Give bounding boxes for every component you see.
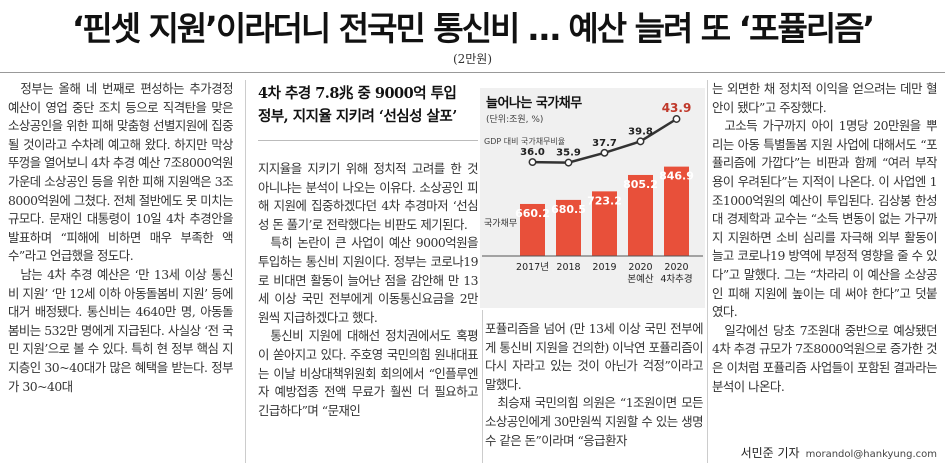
paragraph: 정부는 올해 네 번째로 편성하는 추가경정예산이 영업 중단 조치 등으로 직… — [8, 81, 233, 264]
ratio-value-label: 39.8 — [628, 126, 653, 137]
paragraph: 일각에선 당초 7조원대 중반으로 예상됐던 4차 추경 규모가 7조8000억… — [712, 322, 937, 394]
column-divider — [245, 80, 246, 463]
header-divider — [0, 72, 945, 73]
ratio-point — [528, 158, 537, 167]
sidebar-headline-line: 정부, 지지율 지키려 ‘선심성 살포’ — [258, 108, 457, 125]
x-tick-sublabel: 4차추경 — [660, 273, 692, 285]
paragraph: 남는 4차 추경 예산은 ‘만 13세 이상 통신비 지원’ ‘만 12세 이하… — [8, 266, 233, 394]
ratio-value-label: 36.0 — [520, 147, 545, 158]
article-column-2: 지지율을 지키기 위해 정치적 고려를 한 것 아니냐는 분석이 나오는 이유다… — [258, 160, 478, 463]
ratio-point — [672, 115, 681, 123]
paragraph: 최승재 국민의힘 의원은 “1조원이면 모든 소상공인에게 30만원씩 지원할 … — [485, 395, 703, 448]
chart-title: 늘어나는 국가채무 — [486, 96, 582, 111]
reporter-name: 서민준 기자 — [740, 446, 800, 460]
bar-value-label: 660.2 — [515, 207, 550, 220]
debt-chart: 늘어나는 국가채무 (단위:조원, %) 660.2 680.5 723.2 805.… — [480, 88, 705, 308]
bar-value-label: 805.2 — [623, 178, 658, 191]
chart-unit: (단위:조원, %) — [486, 115, 544, 125]
sidebar-divider — [258, 140, 478, 141]
paragraph: 통신비 지원에 대해선 정치권에서도 혹평이 쏟아지고 있다. 주호영 국민의힘… — [258, 328, 478, 418]
paragraph: 는 외면한 채 정치적 이익을 얻으려는 데만 혈안이 됐다”고 주장했다. — [712, 81, 937, 115]
paragraph: 포퓰리즘을 넘어 (만 13세 이상 국민 전부에게 통신비 지원을 건의한) … — [485, 321, 703, 392]
bar-value-label: 723.2 — [587, 194, 622, 207]
ratio-point — [636, 137, 645, 146]
column-divider — [707, 80, 708, 463]
series-label: GDP 대비 국가채무비율 — [484, 136, 565, 146]
bar — [520, 203, 545, 256]
article-column-3: 포퓰리즘을 넘어 (만 13세 이상 국민 전부에게 통신비 지원을 건의한) … — [485, 320, 703, 463]
paragraph: 고소득 가구까지 아이 1명당 20만원을 뿌리는 아동 특별돌봄 지원 사업에… — [712, 118, 937, 320]
x-tick-sublabel: 본예산 — [627, 274, 653, 285]
x-tick-label: 2019 — [592, 262, 616, 273]
sidebar-headline-line: 4차 추경 7.8兆 중 9000억 투입 — [258, 85, 457, 102]
bar — [556, 199, 581, 256]
bar — [628, 174, 653, 256]
x-tick-label: 2020 — [628, 262, 652, 273]
article-column-1: 정부는 올해 네 번째로 편성하는 추가경정예산이 영업 중단 조치 등으로 직… — [8, 80, 233, 463]
reporter-email: morandol@hankyung.com — [805, 449, 937, 460]
paragraph: 지지율을 지키기 위해 정치적 고려를 한 것 아니냐는 분석이 나오는 이유다… — [258, 161, 478, 232]
headline: ‘핀셋 지원’이라더니 전국민 통신비 … 예산 늘려 또 ‘포퓰리즘’ — [71, 9, 875, 48]
paragraph: 특히 논란이 큰 사업이 예산 9000억원을 투입하는 통신비 지원이다. 정… — [258, 235, 478, 325]
column-divider — [482, 310, 483, 463]
x-tick-label: 2018 — [556, 262, 580, 273]
x-tick-label: 2017년 — [516, 262, 549, 273]
ratio-value-label: 43.9 — [662, 101, 692, 115]
bar-value-label: 846.9 — [659, 170, 694, 183]
bar — [592, 191, 617, 256]
ratio-value-label: 35.9 — [556, 148, 581, 159]
sidebar-headline: 4차 추경 7.8兆 중 9000억 투입 정부, 지지율 지키려 ‘선심성 살… — [258, 82, 478, 128]
bar — [664, 166, 689, 256]
series-label: 국가채무 — [484, 218, 517, 229]
subhead: (2만원) — [452, 52, 493, 66]
ratio-value-label: 37.7 — [592, 138, 617, 149]
ratio-point — [564, 158, 573, 167]
article-column-4: 는 외면한 채 정치적 이익을 얻으려는 데만 혈안이 됐다”고 주장했다. 고… — [712, 80, 937, 463]
ratio-point — [600, 148, 609, 157]
byline: 서민준 기자 morandol@hankyung.com — [712, 444, 937, 461]
bar-value-label: 680.5 — [551, 203, 586, 216]
x-tick-label: 2020 — [664, 262, 688, 273]
